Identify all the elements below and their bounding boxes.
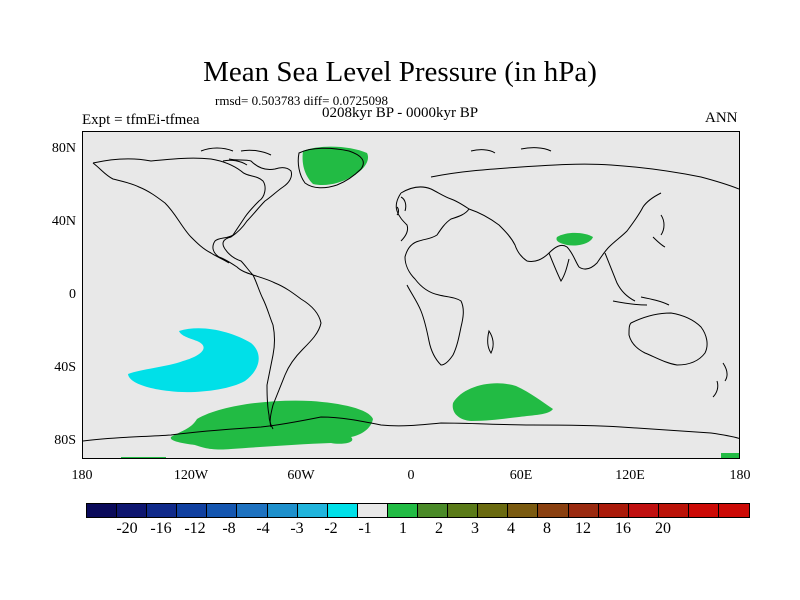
period-label: 0208kyr BP - 0000kyr BP xyxy=(322,105,479,121)
south-pacific-negative-region xyxy=(128,328,259,393)
colorbar-label: 16 xyxy=(615,520,631,537)
colorbar-label: 3 xyxy=(471,520,479,537)
colorbar-label: -4 xyxy=(256,520,270,537)
colorbar-swatch xyxy=(207,504,238,517)
colorbar-swatch xyxy=(658,504,689,517)
colorbar-swatch xyxy=(387,504,419,517)
small-positive-region xyxy=(721,453,739,458)
colorbar-swatch xyxy=(598,504,629,517)
colorbar-swatch xyxy=(448,504,479,517)
colorbar-label: 8 xyxy=(543,520,551,537)
colorbar-label: -2 xyxy=(324,520,338,537)
y-tick-label: 40N xyxy=(51,214,76,229)
x-tick-label: 120E xyxy=(615,468,645,483)
y-tick-label: 0 xyxy=(69,287,76,302)
colorbar-label: -3 xyxy=(290,520,304,537)
chart-title: Mean Sea Level Pressure (in hPa) xyxy=(203,56,597,88)
greenland-positive-region xyxy=(302,146,369,186)
colorbar-label: -20 xyxy=(116,520,138,537)
colorbar-label: 1 xyxy=(399,520,407,537)
colorbar-swatch xyxy=(147,504,178,517)
x-tick-label: 180 xyxy=(71,468,93,483)
colorbar-swatch xyxy=(568,504,599,517)
x-tick-label: 60E xyxy=(509,468,533,483)
colorbar-label: -12 xyxy=(184,520,206,537)
colorbar xyxy=(86,503,751,518)
colorbar-swatch xyxy=(478,504,509,517)
southern-ocean-indian-positive-region xyxy=(452,383,553,421)
colorbar-swatch xyxy=(628,504,659,517)
colorbar-swatch xyxy=(688,504,719,517)
x-tick-label: 120W xyxy=(173,468,209,483)
y-tick-label: 80N xyxy=(51,141,76,156)
x-tick-label: 60W xyxy=(287,468,315,483)
colorbar-swatch xyxy=(117,504,148,517)
coastlines xyxy=(83,147,739,442)
colorbar-label: 12 xyxy=(575,520,591,537)
experiment-label: Expt = tfmEi-tfmea xyxy=(82,112,200,128)
colorbar-swatch xyxy=(327,504,358,517)
colorbar-swatch xyxy=(177,504,208,517)
season-label: ANN xyxy=(705,110,738,126)
colorbar-label: -8 xyxy=(222,520,236,537)
stats-label: rmsd= 0.503783 diff= 0.0725098 xyxy=(215,93,388,108)
y-tick-label: 80S xyxy=(54,433,76,448)
colorbar-swatch xyxy=(297,504,328,517)
small-positive-region xyxy=(121,457,166,458)
colorbar-swatch xyxy=(718,504,750,517)
colorbar-swatch xyxy=(237,504,268,517)
southern-ocean-pacific-positive-region xyxy=(170,400,373,450)
colorbar-swatch xyxy=(267,504,298,517)
colorbar-swatch xyxy=(538,504,569,517)
colorbar-label: 4 xyxy=(507,520,515,537)
colorbar-label: 2 xyxy=(435,520,443,537)
x-tick-label: 180 xyxy=(729,468,751,483)
colorbar-label: -1 xyxy=(358,520,372,537)
tibet-positive-region xyxy=(556,232,593,246)
colorbar-label: -16 xyxy=(150,520,172,537)
colorbar-swatch xyxy=(357,504,388,517)
colorbar-swatch xyxy=(508,504,539,517)
colorbar-label: 20 xyxy=(655,520,671,537)
colorbar-swatch xyxy=(87,504,118,517)
map-panel xyxy=(82,131,740,459)
x-tick-label: 0 xyxy=(407,468,415,483)
colorbar-swatch xyxy=(418,504,449,517)
y-tick-label: 40S xyxy=(54,360,76,375)
